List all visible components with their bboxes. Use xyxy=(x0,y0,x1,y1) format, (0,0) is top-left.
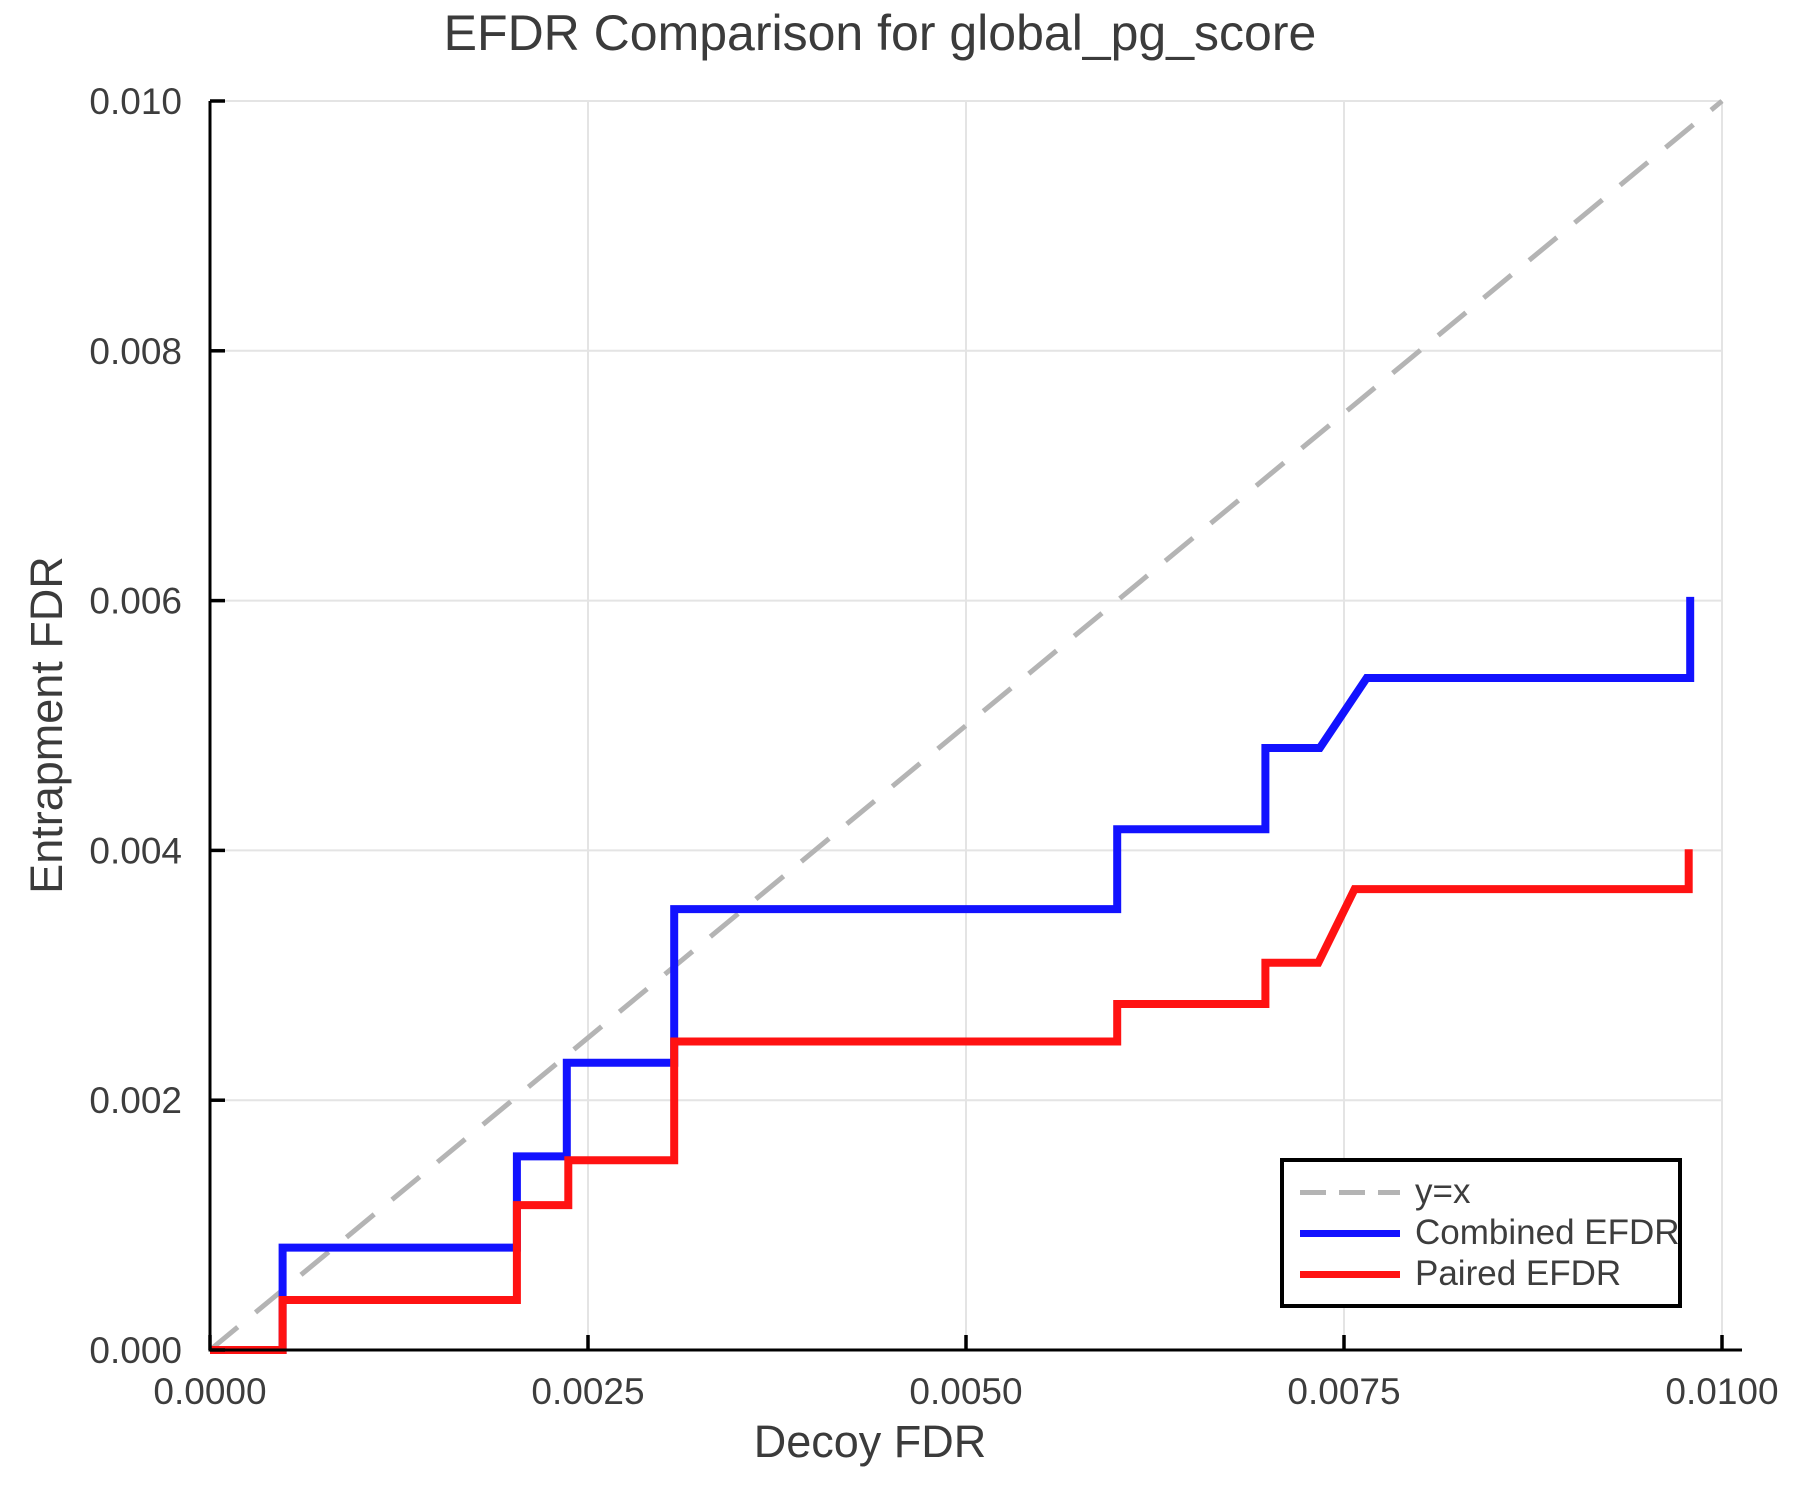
svg-text:0.0050: 0.0050 xyxy=(909,1371,1022,1412)
legend-label-combined: Combined EFDR xyxy=(1415,1213,1680,1252)
combined-line-sample xyxy=(1300,1229,1400,1237)
dashed-line-sample xyxy=(1300,1189,1400,1195)
svg-text:0.006: 0.006 xyxy=(89,581,182,622)
legend-item-yx: y=x xyxy=(1300,1172,1678,1211)
svg-text:0.0100: 0.0100 xyxy=(1665,1371,1778,1412)
paired-line-sample xyxy=(1300,1270,1400,1278)
legend-label-paired: Paired EFDR xyxy=(1415,1254,1622,1293)
svg-text:0.0000: 0.0000 xyxy=(153,1371,266,1412)
legend-item-combined: Combined EFDR xyxy=(1300,1213,1680,1252)
legend-item-paired: Paired EFDR xyxy=(1300,1254,1678,1293)
svg-text:0.0075: 0.0075 xyxy=(1287,1371,1400,1412)
svg-text:0.002: 0.002 xyxy=(89,1080,182,1121)
svg-text:0.010: 0.010 xyxy=(89,81,182,122)
svg-text:0.000: 0.000 xyxy=(89,1330,182,1371)
svg-text:0.004: 0.004 xyxy=(89,830,182,871)
legend-box: y=x Combined EFDR Paired EFDR xyxy=(1280,1158,1682,1308)
svg-text:0.008: 0.008 xyxy=(89,331,182,372)
legend-label-yx: y=x xyxy=(1415,1172,1471,1211)
chart-title: EFDR Comparison for global_pg_score xyxy=(443,5,1317,61)
x-axis-label: Decoy FDR xyxy=(753,1416,987,1467)
svg-text:0.0025: 0.0025 xyxy=(531,1371,644,1412)
